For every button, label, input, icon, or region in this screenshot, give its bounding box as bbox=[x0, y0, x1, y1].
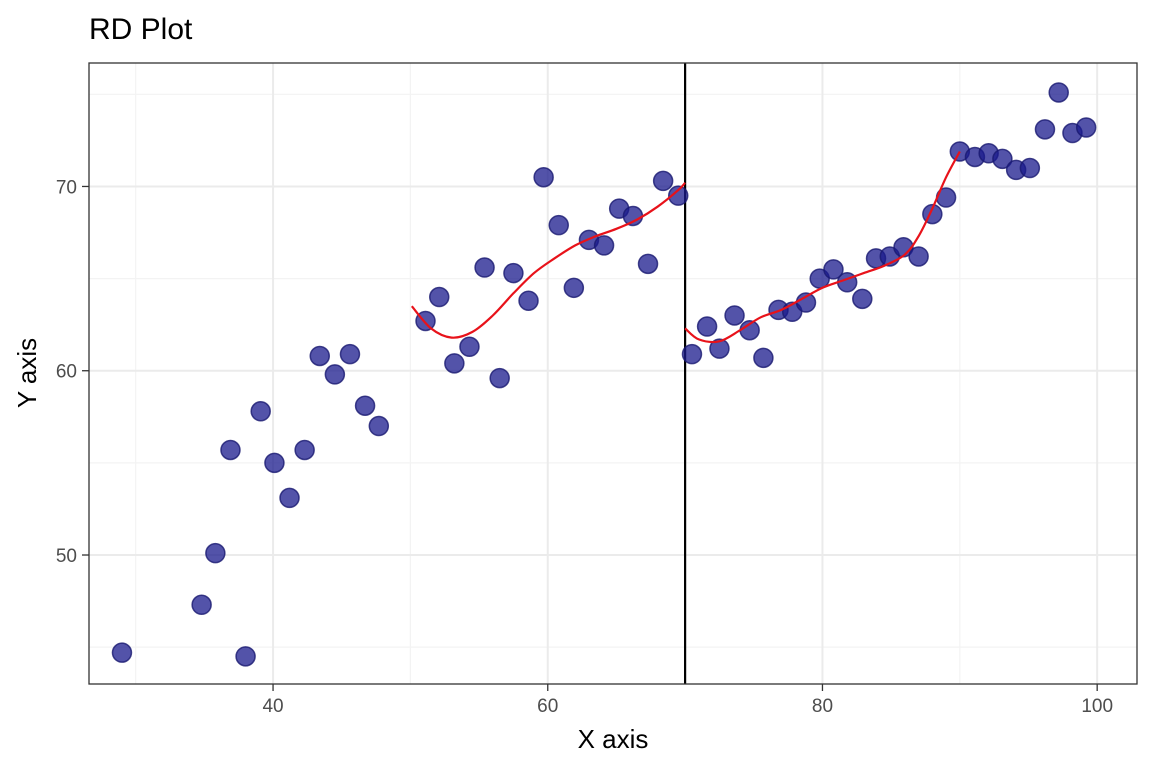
data-point bbox=[593, 235, 615, 256]
data-point bbox=[428, 286, 450, 308]
data-point bbox=[368, 415, 390, 437]
data-point bbox=[474, 257, 495, 278]
data-point bbox=[309, 345, 331, 367]
data-point bbox=[111, 642, 133, 663]
data-point bbox=[264, 452, 285, 474]
data-point bbox=[992, 148, 1013, 170]
x-tick-label: 80 bbox=[812, 696, 833, 717]
panel-border bbox=[88, 62, 1138, 685]
data-point bbox=[548, 214, 569, 236]
data-point bbox=[667, 185, 689, 206]
data-point bbox=[823, 259, 844, 280]
data-point bbox=[1034, 119, 1056, 140]
data-point bbox=[205, 542, 226, 564]
x-tick-label: 100 bbox=[1081, 696, 1113, 717]
y-tick-label: 60 bbox=[56, 362, 77, 383]
fit-line bbox=[684, 150, 961, 344]
data-point bbox=[696, 316, 718, 337]
chart-title: RD Plot bbox=[89, 13, 193, 46]
x-axis-ticks: 40 60 80 100 bbox=[262, 684, 1113, 717]
data-point bbox=[503, 262, 524, 284]
fit-line bbox=[410, 182, 686, 339]
grid bbox=[89, 63, 1137, 684]
x-tick-label: 40 bbox=[262, 696, 283, 717]
data-point bbox=[753, 347, 774, 369]
data-point bbox=[324, 364, 346, 385]
data-point bbox=[681, 343, 703, 365]
fit-lines bbox=[410, 150, 961, 344]
y-tick-label: 70 bbox=[56, 177, 77, 198]
data-point bbox=[250, 401, 271, 422]
data-point bbox=[1075, 117, 1097, 138]
y-axis-title: Y axis bbox=[12, 338, 42, 408]
data-point bbox=[724, 305, 745, 326]
data-point bbox=[652, 170, 674, 192]
data-point bbox=[279, 487, 300, 509]
data-point bbox=[709, 338, 730, 359]
data-point bbox=[191, 594, 212, 616]
x-tick-label: 60 bbox=[537, 696, 558, 717]
data-point bbox=[852, 288, 873, 310]
data-point bbox=[518, 290, 539, 311]
data-point bbox=[908, 246, 929, 267]
data-point bbox=[444, 353, 465, 374]
data-point bbox=[459, 336, 480, 358]
data-point bbox=[489, 367, 510, 389]
data-point bbox=[637, 253, 659, 275]
data-point bbox=[294, 439, 315, 461]
data-point bbox=[1019, 157, 1041, 179]
x-axis-title: X axis bbox=[578, 724, 649, 754]
y-axis-ticks: 50 60 70 bbox=[56, 177, 89, 567]
data-point bbox=[563, 277, 585, 299]
data-point bbox=[533, 166, 554, 188]
data-point bbox=[220, 439, 241, 461]
y-tick-label: 50 bbox=[56, 546, 77, 567]
data-point bbox=[354, 395, 376, 416]
data-points bbox=[111, 82, 1097, 667]
data-point bbox=[235, 646, 256, 667]
data-point bbox=[1048, 82, 1069, 103]
data-point bbox=[339, 343, 361, 365]
